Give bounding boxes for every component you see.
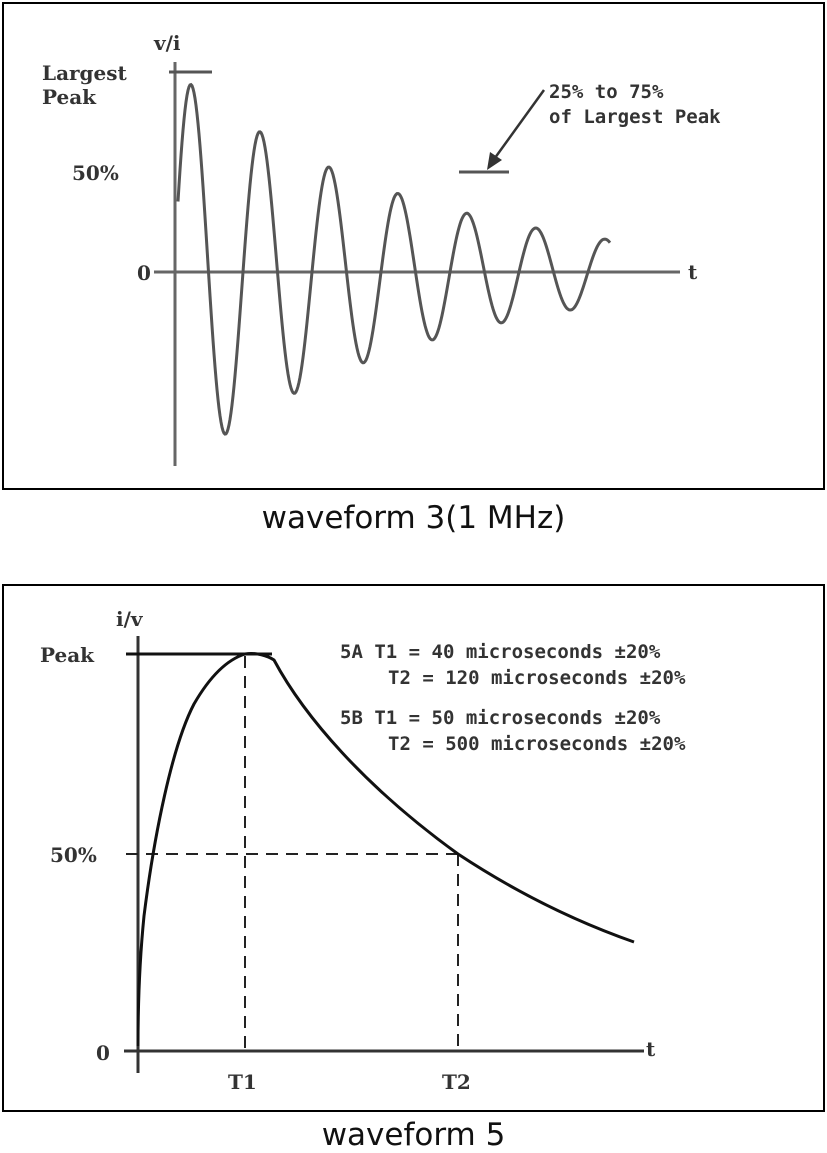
w3-largest-label-line1: Largest [42,61,128,85]
w3-half-label: 50% [72,161,119,185]
w3-y-axis-label: v/i [153,31,181,55]
waveform5-caption: waveform 5 [321,1117,506,1153]
waveform3-caption: waveform 3(1 MHz) [261,500,566,536]
w3-arrow-head [487,152,502,170]
w5-spec-5b-line1: 5B T1 = 50 microseconds ±20% [340,707,661,729]
w5-y-axis-label: i/v [116,607,144,631]
waveform5-diagram: i/v t Peak 50% 0 T1 T2 5A T1 = 40 micros… [40,607,686,1094]
waveform5-panel: i/v t Peak 50% 0 T1 T2 5A T1 = 40 micros… [2,584,825,1112]
w5-x-axis-label: t [646,1037,656,1061]
w5-t1-label: T1 [228,1070,257,1094]
w3-zero-label: 0 [137,261,151,285]
w3-annotation-line1: 25% to 75% [549,81,664,103]
w5-peak-label: Peak [40,643,95,667]
w5-spec-5a-line2: T2 = 120 microseconds ±20% [388,667,686,689]
w3-annotation-arrow [490,89,546,163]
w5-spec-5a-line1: 5A T1 = 40 microseconds ±20% [340,641,661,663]
w3-annotation-line2: of Largest Peak [549,106,721,128]
waveform3-panel: v/i t Largest Peak 50% 0 25% to 75% of L… [2,2,825,490]
w5-t2-label: T2 [442,1070,471,1094]
w5-zero-label: 0 [96,1041,110,1065]
w5-half-label: 50% [50,843,97,867]
w5-surge-curve [136,652,635,1047]
w3-damped-oscillation-curve [176,82,612,436]
w5-spec-5b-line2: T2 = 500 microseconds ±20% [388,733,686,755]
w3-largest-label-line2: Peak [42,85,97,109]
waveform3-diagram: v/i t Largest Peak 50% 0 25% to 75% of L… [42,31,721,466]
w3-x-axis-label: t [688,260,698,284]
